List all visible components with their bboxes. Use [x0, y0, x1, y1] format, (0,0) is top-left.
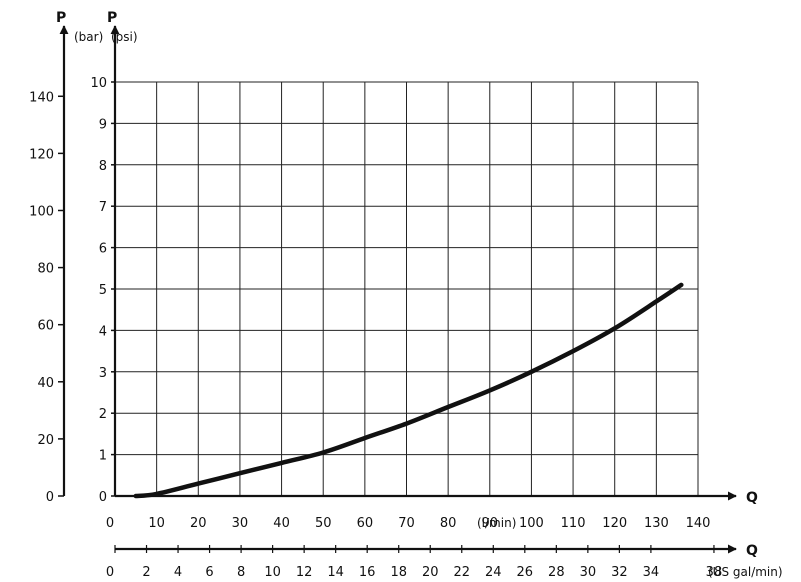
psi-tick-label: 60 — [37, 319, 54, 334]
flow-lpm-tick-label: 140 — [686, 516, 711, 531]
flow-lpm-tick-label: 120 — [602, 516, 627, 531]
flow-lpm-tick-label: 70 — [398, 516, 415, 531]
flow-usgpm-tick-label: 18 — [390, 565, 407, 580]
bar-tick-label: 9 — [99, 117, 107, 132]
flow-usgpm-tick-label: 20 — [422, 565, 439, 580]
bar-tick-label: 0 — [99, 490, 107, 505]
bar-tick-label: 8 — [99, 159, 107, 174]
bar-tick-label: 7 — [99, 200, 107, 215]
flow-usgpm-tick-label: 14 — [327, 565, 344, 580]
flow-usgpm-tick-label: 22 — [453, 565, 470, 580]
flow-usgpm-tick-label: 38 — [706, 565, 723, 580]
flow-usgpm-tick-label: 4 — [174, 565, 182, 580]
psi-tick-label: 100 — [29, 204, 54, 219]
flow-lpm-tick-label: 60 — [357, 516, 374, 531]
psi-tick-label: 0 — [46, 490, 54, 505]
bar-tick-label: 1 — [99, 449, 107, 464]
flow-usgpm-axis-letter: Q — [746, 543, 758, 559]
flow-usgpm-tick-label: 0 — [106, 565, 114, 580]
flow-lpm-tick-label: 20 — [190, 516, 207, 531]
flow-usgpm-tick-label: 2 — [142, 565, 150, 580]
flow-lpm-tick-label: 30 — [232, 516, 249, 531]
flow-lpm-tick-label: 100 — [519, 516, 544, 531]
flow-lpm-tick-label: 40 — [273, 516, 290, 531]
flow-usgpm-tick-label: 32 — [611, 565, 628, 580]
psi-axis-unit: (psi) — [111, 30, 138, 44]
flow-usgpm-tick-label: 10 — [264, 565, 281, 580]
bar-tick-label: 2 — [99, 407, 107, 422]
bar-axis-unit: (bar) — [74, 30, 103, 44]
flow-lpm-axis-unit: (l/min) — [477, 516, 516, 530]
flow-usgpm-tick-label: 16 — [359, 565, 376, 580]
pressure-curve — [133, 282, 684, 499]
bar-tick-label: 6 — [99, 242, 107, 257]
flow-lpm-tick-label: 10 — [148, 516, 165, 531]
flow-usgpm-tick-label: 8 — [237, 565, 245, 580]
bar-tick-label: 4 — [99, 324, 107, 339]
grid — [115, 81, 699, 496]
flow-lpm-tick-label: 0 — [106, 516, 114, 531]
flow-lpm-tick-label: 90 — [482, 516, 499, 531]
series-layer — [133, 282, 684, 499]
flow-lpm-axis-letter: Q — [746, 490, 758, 506]
bar-tick-label: 10 — [90, 76, 107, 91]
bar-axis-letter: P — [107, 10, 117, 26]
flow-usgpm-tick-label: 24 — [485, 565, 502, 580]
psi-tick-label: 120 — [29, 147, 54, 162]
psi-tick-label: 80 — [37, 262, 54, 277]
flow-usgpm-tick-label: 28 — [548, 565, 565, 580]
flow-lpm-tick-label: 110 — [561, 516, 586, 531]
bar-tick-label: 3 — [99, 366, 107, 381]
flow-usgpm-tick-label: 26 — [517, 565, 534, 580]
psi-tick-label: 40 — [37, 376, 54, 391]
flow-usgpm-axis-unit: (US gal/min) — [708, 565, 783, 579]
flow-usgpm-tick-label: 6 — [205, 565, 213, 580]
flow-usgpm-tick-label: 30 — [580, 565, 597, 580]
flow-lpm-tick-label: 50 — [315, 516, 332, 531]
flow-usgpm-tick-label: 12 — [296, 565, 313, 580]
psi-tick-label: 20 — [37, 433, 54, 448]
bar-tick-label: 5 — [99, 283, 107, 298]
flow-lpm-tick-label: 80 — [440, 516, 457, 531]
psi-axis-letter: P — [56, 10, 66, 26]
flow-lpm-tick-label: 130 — [644, 516, 669, 531]
flow-usgpm-tick-label: 34 — [643, 565, 660, 580]
psi-tick-label: 140 — [29, 90, 54, 105]
